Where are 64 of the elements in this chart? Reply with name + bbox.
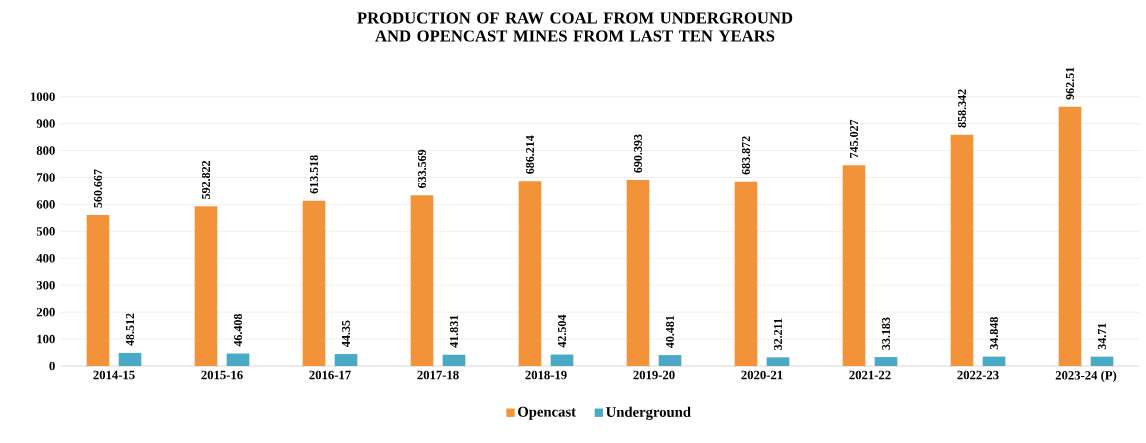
data-label: 858.342	[957, 89, 967, 128]
bar	[658, 355, 682, 366]
legend-label: Underground	[606, 406, 691, 421]
data-label: 41.831	[449, 315, 459, 348]
data-label: 633.569	[417, 149, 427, 189]
x-tick-label: 2023-24 (P)	[1055, 370, 1117, 383]
data-label: 33.183	[881, 317, 891, 350]
data-label: 683.872	[741, 136, 751, 175]
y-tick-label: 900	[36, 119, 55, 128]
y-tick-label: 1000	[30, 92, 55, 101]
bar	[334, 354, 358, 366]
bar	[874, 357, 898, 366]
data-label: 32.211	[773, 318, 783, 350]
x-tick-label: 2014-15	[93, 370, 135, 380]
y-tick-label: 300	[36, 280, 55, 290]
data-label: 34.848	[989, 317, 999, 350]
bar	[442, 354, 466, 366]
data-label: 686.214	[525, 135, 535, 174]
y-tick-label: 600	[36, 200, 55, 209]
x-tick-label: 2017-18	[417, 370, 459, 380]
bar	[626, 180, 650, 366]
legend-label: Opencast	[518, 406, 576, 420]
y-tick-label: 0	[49, 361, 55, 371]
x-tick-label: 2021-22	[849, 370, 891, 380]
data-label: 745.027	[849, 119, 859, 158]
y-tick-label: 400	[36, 253, 55, 263]
bar	[226, 353, 250, 366]
bar	[194, 206, 218, 366]
bar	[550, 354, 574, 366]
chart-title: PRODUCTION OF RAW COAL FROM UNDERGROUND AND OPENCAST MINES FROM LAST TEN YEARS	[357, 12, 793, 42]
bar	[86, 214, 110, 366]
bar	[982, 356, 1006, 366]
bar	[1090, 356, 1114, 366]
bar	[766, 357, 790, 366]
data-label: 690.393	[633, 134, 643, 173]
data-label: 962.51	[1065, 67, 1075, 100]
x-tick-label: 2018-19	[525, 370, 567, 380]
x-tick-label: 2022-23	[957, 370, 999, 380]
bar	[118, 352, 142, 366]
data-label: 592.822	[201, 160, 211, 199]
x-tick-label: 2016-17	[309, 370, 351, 380]
data-label: 613.518	[309, 155, 319, 194]
bar	[734, 181, 758, 366]
y-tick-label: 100	[37, 334, 55, 344]
data-label: 48.512	[125, 313, 135, 346]
y-tick-label: 200	[36, 307, 55, 317]
y-tick-label: 700	[37, 173, 55, 182]
y-tick-label: 800	[36, 146, 55, 155]
data-label: 560.667	[93, 169, 103, 208]
x-tick-label: 2020-21	[741, 370, 783, 380]
bar	[842, 165, 866, 366]
data-label: 46.408	[233, 313, 243, 347]
x-tick-label: 2015-16	[201, 370, 243, 380]
x-tick-label: 2019-20	[633, 370, 675, 380]
data-label: 42.504	[557, 314, 567, 348]
data-label: 44.35	[341, 320, 351, 347]
bar	[518, 181, 542, 366]
bar	[1058, 106, 1082, 366]
bar	[410, 195, 434, 366]
data-label: 34.71	[1097, 323, 1107, 350]
bar	[302, 200, 326, 366]
bar	[950, 134, 974, 366]
data-label: 40.481	[665, 315, 675, 348]
y-tick-label: 500	[36, 227, 55, 236]
